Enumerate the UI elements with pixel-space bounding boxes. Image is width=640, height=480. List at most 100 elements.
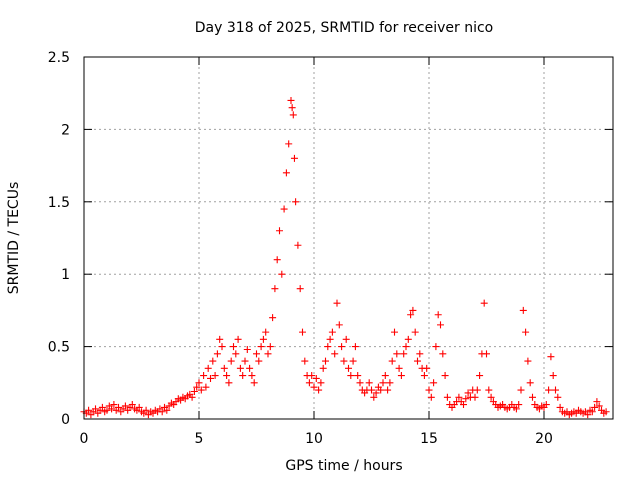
data-point-marker bbox=[349, 357, 357, 365]
data-point-marker bbox=[331, 350, 339, 358]
data-point-marker bbox=[345, 364, 352, 372]
data-point-marker bbox=[455, 393, 463, 401]
data-point-marker bbox=[386, 379, 394, 387]
data-point-marker bbox=[225, 379, 233, 387]
data-point-marker bbox=[296, 285, 304, 293]
x-tick-label: 10 bbox=[305, 431, 323, 447]
data-point-marker bbox=[213, 350, 221, 358]
data-point-marker bbox=[388, 357, 396, 365]
data-point-marker bbox=[377, 386, 385, 394]
data-point-marker bbox=[92, 405, 99, 413]
data-point-marker bbox=[195, 379, 203, 387]
data-point-marker bbox=[264, 350, 272, 358]
data-point-marker bbox=[602, 408, 610, 416]
data-point-marker bbox=[335, 321, 343, 329]
data-point-marker bbox=[593, 398, 601, 406]
data-point-marker bbox=[110, 401, 118, 409]
data-point-marker bbox=[443, 393, 451, 401]
data-point-marker bbox=[216, 335, 224, 343]
data-point-marker bbox=[402, 343, 410, 351]
data-point-marker bbox=[379, 379, 387, 387]
x-tick-label: 20 bbox=[535, 431, 553, 447]
data-point-marker bbox=[522, 328, 530, 336]
data-point-marker bbox=[365, 379, 373, 387]
data-point-marker bbox=[248, 372, 256, 380]
data-point-marker bbox=[269, 314, 277, 322]
x-axis-label: GPS time / hours bbox=[285, 458, 402, 474]
data-point-marker bbox=[370, 393, 378, 401]
data-point-marker bbox=[211, 372, 219, 380]
data-point-marker bbox=[259, 335, 267, 343]
data-point-marker bbox=[310, 383, 318, 391]
data-point-marker bbox=[319, 364, 327, 372]
data-point-marker bbox=[464, 389, 472, 397]
data-point-marker bbox=[163, 406, 171, 414]
data-point-marker bbox=[292, 198, 300, 206]
data-point-marker bbox=[108, 405, 116, 413]
data-point-marker bbox=[542, 401, 550, 409]
data-point-marker bbox=[485, 386, 493, 394]
data-point-marker bbox=[230, 343, 237, 351]
data-point-marker bbox=[552, 386, 559, 394]
data-point-marker bbox=[253, 350, 260, 358]
data-point-marker bbox=[188, 393, 196, 401]
data-point-marker bbox=[204, 364, 212, 372]
data-point-marker bbox=[372, 389, 380, 397]
data-point-marker bbox=[526, 379, 534, 387]
data-point-marker bbox=[460, 401, 467, 409]
data-point-marker bbox=[414, 357, 421, 365]
data-point-marker bbox=[519, 306, 527, 314]
x-tick-label: 15 bbox=[420, 431, 438, 447]
data-point-marker bbox=[381, 372, 389, 380]
data-point-marker bbox=[223, 372, 231, 380]
data-point-marker bbox=[312, 374, 320, 382]
data-point-marker bbox=[420, 372, 428, 380]
data-point-marker bbox=[423, 364, 431, 372]
data-point-marker bbox=[434, 311, 442, 319]
data-point-marker bbox=[271, 285, 279, 293]
data-point-marker bbox=[588, 408, 596, 416]
data-point-marker bbox=[128, 401, 136, 409]
data-point-marker bbox=[250, 379, 258, 387]
chart-title: Day 318 of 2025, SRMTID for receiver nic… bbox=[195, 20, 493, 36]
data-points bbox=[80, 96, 610, 419]
data-point-marker bbox=[354, 372, 362, 380]
data-point-marker bbox=[471, 393, 479, 401]
data-point-marker bbox=[209, 357, 217, 365]
data-point-marker bbox=[368, 386, 375, 394]
data-point-marker bbox=[282, 169, 290, 177]
data-point-marker bbox=[326, 335, 334, 343]
data-point-marker bbox=[425, 386, 433, 394]
data-point-marker bbox=[351, 343, 359, 351]
data-point-marker bbox=[430, 379, 438, 387]
data-point-marker bbox=[266, 343, 274, 351]
data-point-marker bbox=[190, 387, 198, 395]
data-point-marker bbox=[234, 335, 242, 343]
y-axis-label: SRMTID / TECUs bbox=[6, 182, 22, 295]
data-point-marker bbox=[98, 403, 106, 411]
data-point-marker bbox=[524, 357, 532, 365]
y-tick-label: 2.5 bbox=[48, 50, 70, 66]
data-point-marker bbox=[328, 328, 336, 336]
data-point-marker bbox=[218, 343, 226, 351]
data-point-marker bbox=[439, 350, 447, 358]
data-point-marker bbox=[416, 350, 424, 358]
data-point-marker bbox=[437, 321, 444, 329]
data-point-marker bbox=[308, 372, 316, 380]
data-point-marker bbox=[404, 335, 412, 343]
data-point-marker bbox=[280, 205, 288, 213]
data-point-marker bbox=[85, 406, 93, 414]
data-point-marker bbox=[243, 345, 251, 353]
data-point-marker bbox=[246, 364, 254, 372]
data-point-marker bbox=[200, 372, 208, 380]
data-point-marker bbox=[278, 270, 286, 278]
data-point-marker bbox=[255, 357, 263, 365]
data-point-marker bbox=[441, 372, 449, 380]
data-point-marker bbox=[342, 335, 350, 343]
data-point-marker bbox=[324, 343, 332, 351]
data-point-marker bbox=[483, 350, 490, 358]
data-point-marker bbox=[356, 379, 364, 387]
data-point-marker bbox=[220, 364, 228, 372]
data-point-marker bbox=[556, 403, 564, 411]
